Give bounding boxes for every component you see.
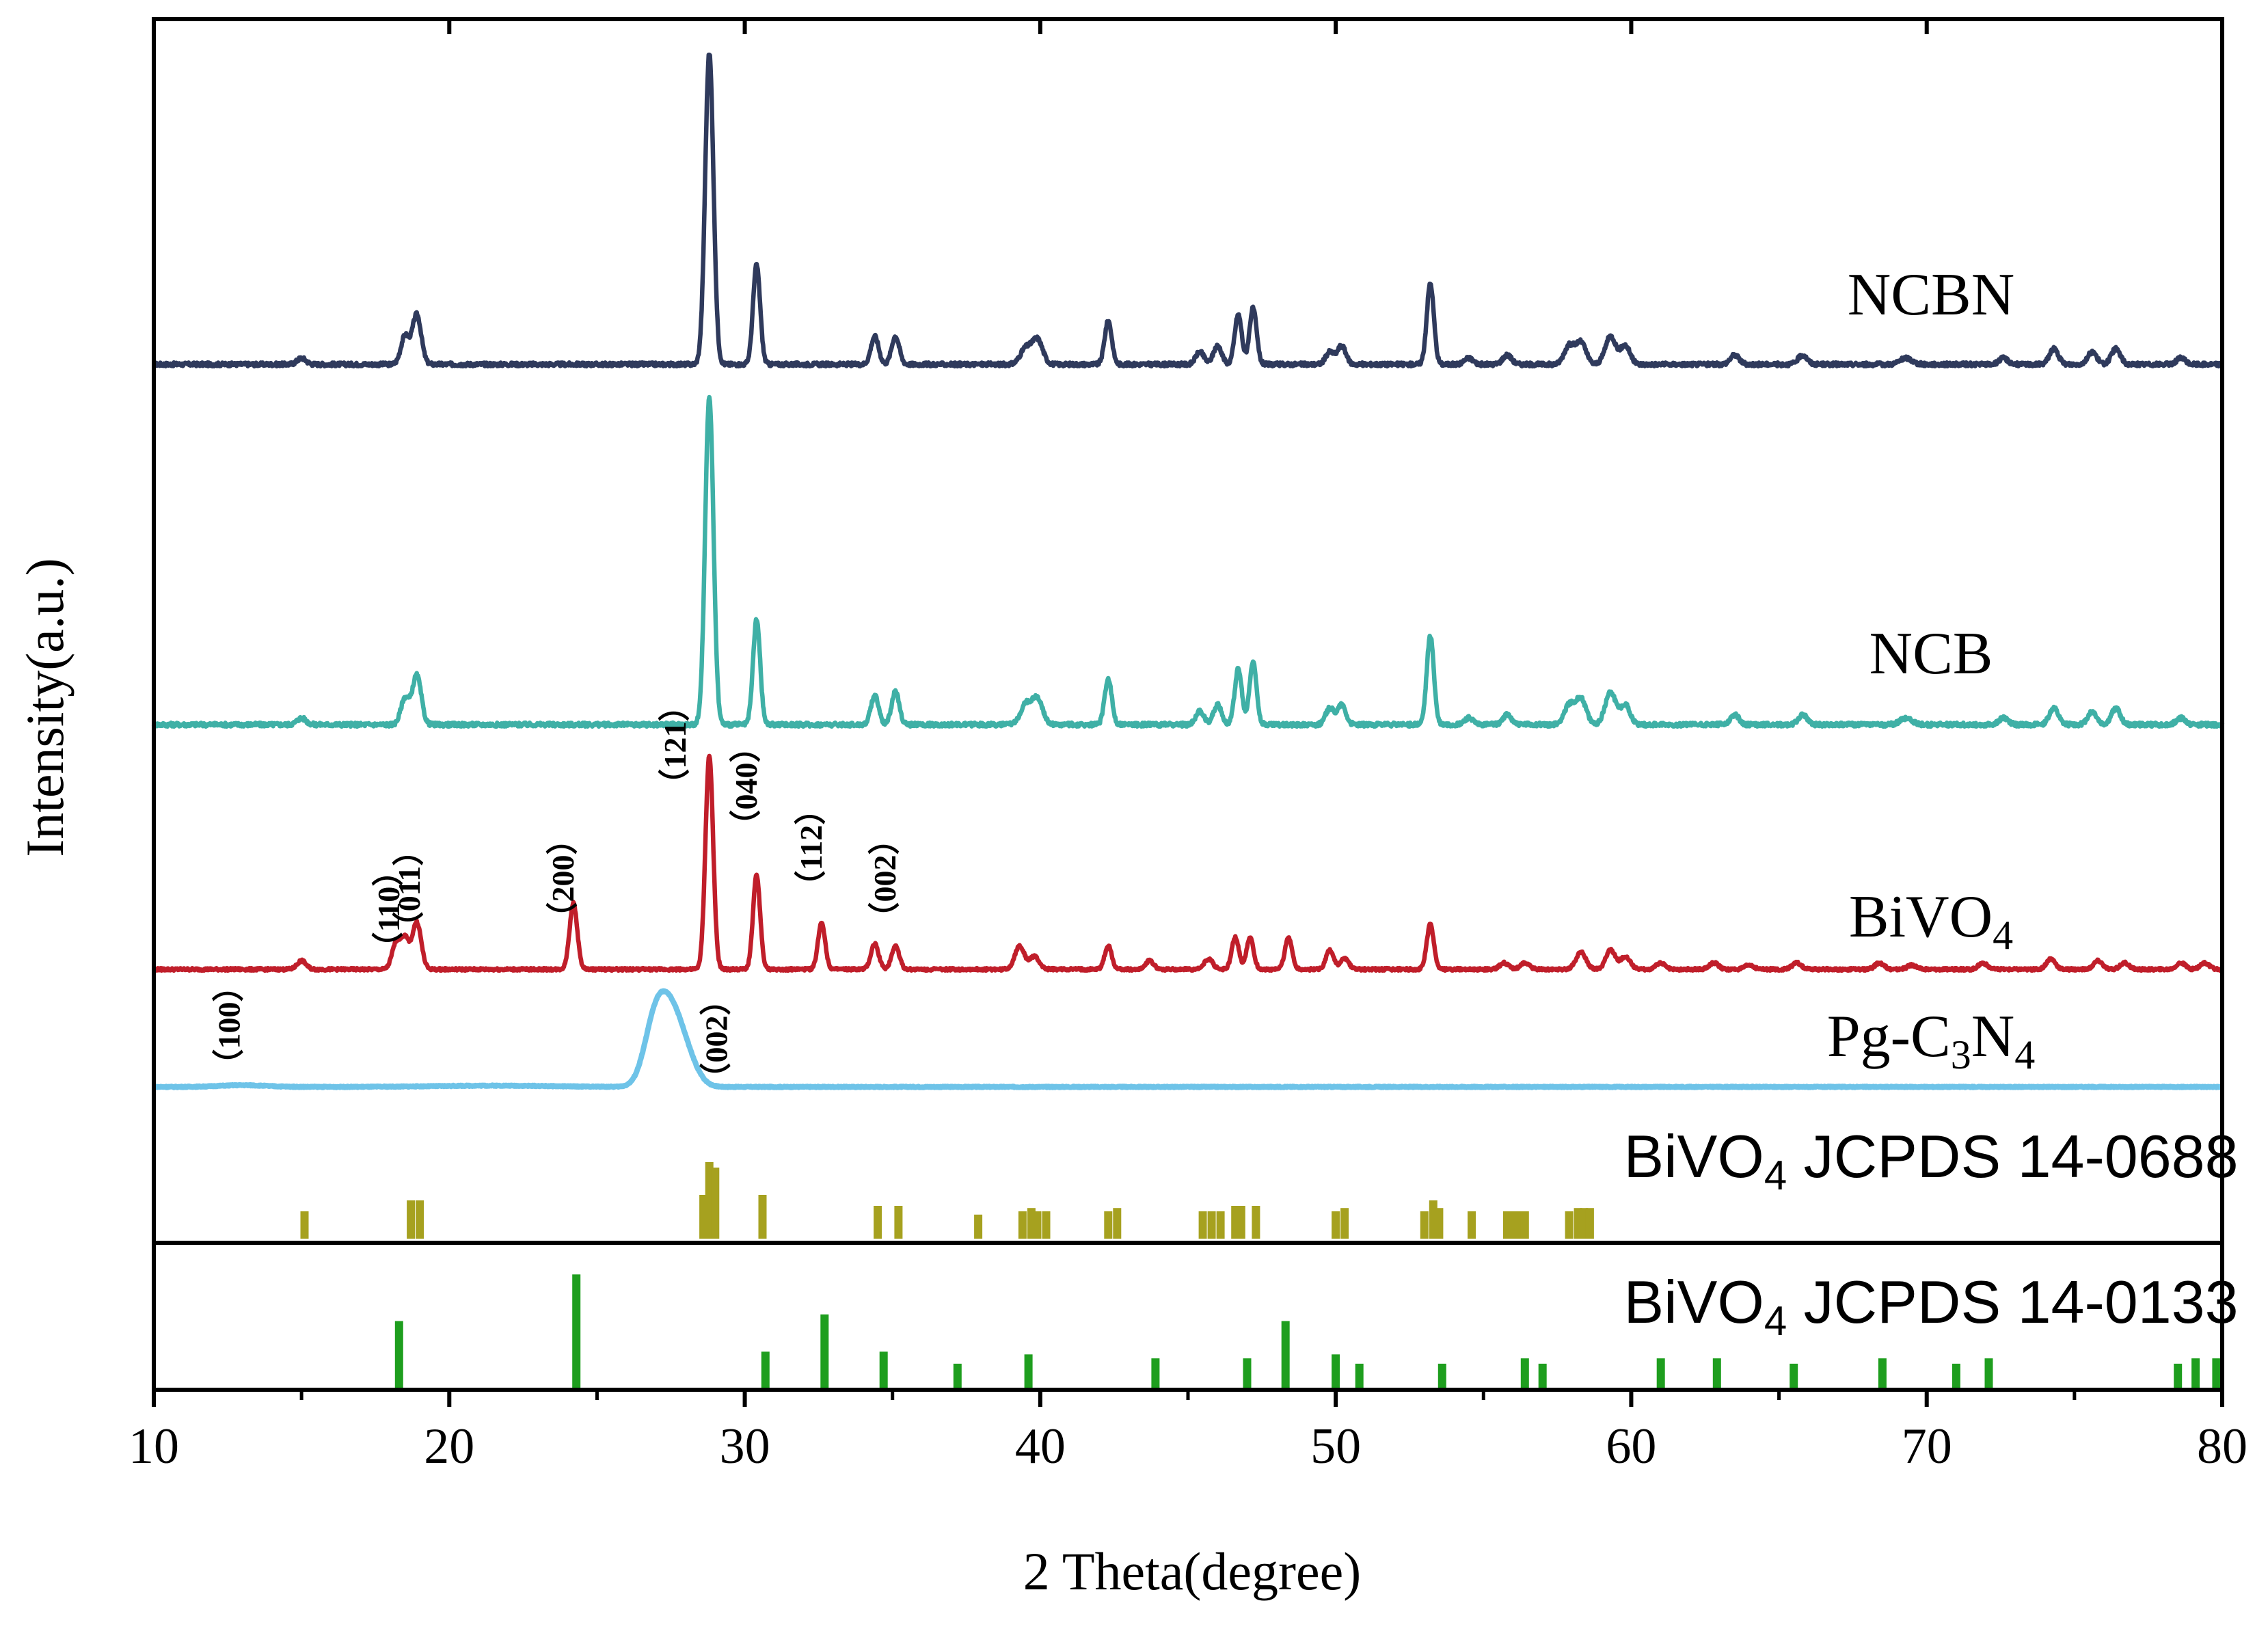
reference-line (1538, 1363, 1547, 1388)
hkl-annotation: （121） (658, 690, 692, 800)
reference-patterns (300, 1162, 2221, 1388)
reference-bivo4-jcpds-14-0133 (394, 1274, 2221, 1388)
x-axis-label: 2 Theta(degree) (1023, 1542, 1361, 1601)
reference-line (1243, 1358, 1252, 1388)
reference-line (1018, 1211, 1027, 1239)
reference-line (1216, 1211, 1225, 1239)
reference-line (1435, 1208, 1444, 1239)
reference-line (1437, 1363, 1446, 1388)
reference-line (1151, 1358, 1160, 1388)
reference-line (820, 1314, 829, 1388)
reference-line (2191, 1358, 2200, 1388)
reference-line (1656, 1358, 1665, 1388)
series-line-ncb (151, 394, 2225, 729)
x-axis: 10 20 30 40 50 60 70 80 (129, 19, 2247, 1475)
x-tick-label: 60 (1606, 1418, 1656, 1475)
reference-line (1585, 1208, 1594, 1239)
reference-line (711, 1168, 720, 1239)
reference-line (1237, 1206, 1245, 1239)
x-tick-label: 80 (2197, 1418, 2247, 1475)
reference-line (1024, 1354, 1033, 1388)
series-label-ncbn: NCBN (1848, 262, 2015, 328)
hkl-annotation: （002） (699, 984, 734, 1094)
series-line-pg-c3n4 (151, 988, 2225, 1090)
series-labels: NCBN NCB BiVO4 Pg-C3N4 BiVO4 JCPDS 14-0688 Bi… (1623, 262, 2238, 1344)
series-lines (151, 52, 2225, 1090)
reference-line (874, 1206, 882, 1239)
series-label-bivo4: BiVO4 (1849, 884, 2013, 958)
hkl-annotation: （011） (392, 835, 427, 943)
series-label-ncb: NCB (1869, 621, 1993, 687)
reference-line (2174, 1363, 2183, 1388)
reference-line (1033, 1211, 1042, 1239)
reference-line (1042, 1211, 1051, 1239)
peak-annotations: （110）（011） （200） （121） （040） （112） （002） （100）… (211, 690, 902, 1094)
y-axis-label: Intensity(a.u.) (15, 558, 75, 857)
reference-line (1104, 1211, 1113, 1239)
reference-line (1468, 1211, 1476, 1239)
x-tick-label: 20 (424, 1418, 474, 1475)
reference-line (1332, 1354, 1340, 1388)
reference-line (1520, 1211, 1529, 1239)
reference-line (394, 1321, 403, 1388)
reference-line (758, 1195, 767, 1239)
reference-line (953, 1363, 962, 1388)
reference-line (300, 1211, 309, 1239)
reference-line (1198, 1211, 1207, 1239)
reference-line (1207, 1211, 1216, 1239)
x-tick-label: 30 (720, 1418, 770, 1475)
x-tick-label: 40 (1015, 1418, 1066, 1475)
hkl-annotation: （002） (867, 824, 902, 934)
reference-line (1790, 1363, 1798, 1388)
series-label-pg-c3n4: Pg-C3N4 (1827, 1004, 2036, 1077)
x-tick-label: 10 (129, 1418, 179, 1475)
hkl-annotation: （112） (794, 794, 828, 902)
reference-line (1520, 1358, 1529, 1388)
series-line-bivo4 (152, 753, 2224, 973)
reference-line (1565, 1211, 1574, 1239)
reference-line (974, 1214, 983, 1239)
reference-line (1340, 1208, 1349, 1239)
reference-label: BiVO4 JCPDS 14-0688 (1623, 1122, 2238, 1198)
reference-line (1712, 1358, 1721, 1388)
reference-line (2212, 1358, 2221, 1388)
x-tick-label: 70 (1902, 1418, 1952, 1475)
reference-label: BiVO4 JCPDS 14-0133 (1623, 1268, 2238, 1344)
reference-line (1984, 1358, 1993, 1388)
reference-line (1952, 1363, 1960, 1388)
reference-line (761, 1351, 770, 1388)
hkl-annotation: （100） (211, 971, 246, 1081)
hkl-annotation: （200） (545, 824, 580, 934)
reference-line (894, 1206, 903, 1239)
reference-line (572, 1274, 581, 1388)
reference-line (1281, 1321, 1290, 1388)
series-line-ncbn (152, 52, 2224, 368)
reference-line (1113, 1208, 1122, 1239)
reference-bivo4-jcpds-14-0688 (300, 1162, 1594, 1239)
reference-line (1252, 1206, 1260, 1239)
reference-line (1878, 1358, 1887, 1388)
reference-line (1332, 1211, 1340, 1239)
reference-line (879, 1351, 888, 1388)
x-tick-label: 50 (1310, 1418, 1361, 1475)
hkl-annotation: （110） (371, 855, 406, 963)
reference-line (1355, 1363, 1364, 1388)
reference-line (407, 1200, 416, 1239)
hkl-annotation: （040） (729, 731, 764, 842)
reference-line (416, 1200, 424, 1239)
reference-line (1420, 1211, 1429, 1239)
